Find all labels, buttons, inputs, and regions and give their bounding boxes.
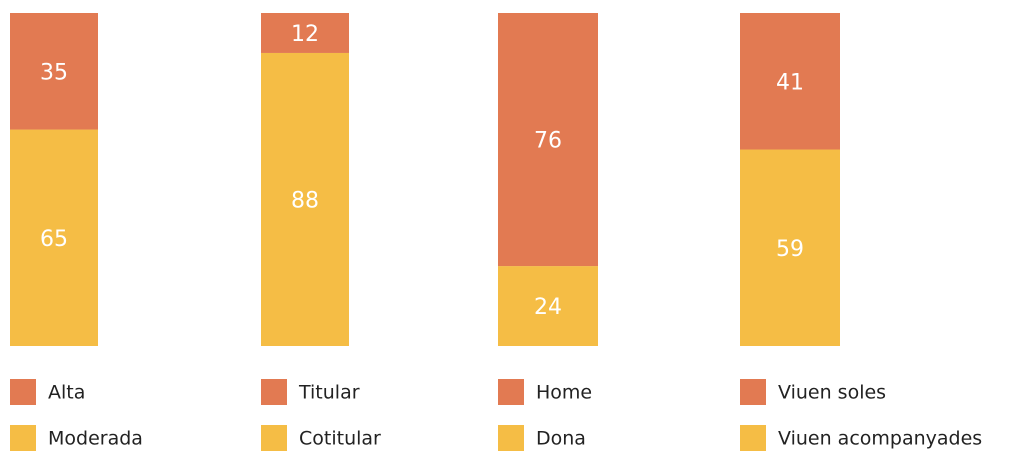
data-label: 41 bbox=[776, 70, 804, 95]
legend-swatch bbox=[498, 379, 524, 405]
data-label: 24 bbox=[534, 295, 562, 320]
bar-segment bbox=[10, 129, 98, 346]
legend-label: Dona bbox=[536, 428, 586, 450]
data-label: 76 bbox=[534, 129, 562, 154]
legend-label: Moderada bbox=[48, 428, 143, 450]
legend-swatch bbox=[10, 379, 36, 405]
data-label: 35 bbox=[40, 60, 68, 85]
bar-segment bbox=[10, 13, 98, 130]
legend-swatch bbox=[740, 425, 766, 451]
bar-segment bbox=[261, 52, 349, 347]
legend-swatch bbox=[498, 425, 524, 451]
data-label: 88 bbox=[291, 188, 319, 213]
legend-swatch bbox=[261, 379, 287, 405]
legend-label: Home bbox=[536, 382, 592, 404]
data-label: 65 bbox=[40, 227, 68, 252]
legend-label: Viuen soles bbox=[778, 382, 886, 404]
bar-segment bbox=[740, 149, 840, 346]
legend-swatch bbox=[261, 425, 287, 451]
data-label: 12 bbox=[291, 22, 319, 47]
data-label: 59 bbox=[776, 237, 804, 262]
bar-segment bbox=[261, 13, 349, 53]
legend-label: Alta bbox=[48, 382, 85, 404]
legend-label: Viuen acompanyades bbox=[778, 428, 982, 450]
legend-swatch bbox=[10, 425, 36, 451]
legend-label: Titular bbox=[298, 382, 360, 404]
legend-label: Cotitular bbox=[299, 428, 381, 450]
bar-segment bbox=[498, 13, 598, 267]
legend-swatch bbox=[740, 379, 766, 405]
bar-segment bbox=[498, 266, 598, 346]
bar-segment bbox=[740, 13, 840, 150]
